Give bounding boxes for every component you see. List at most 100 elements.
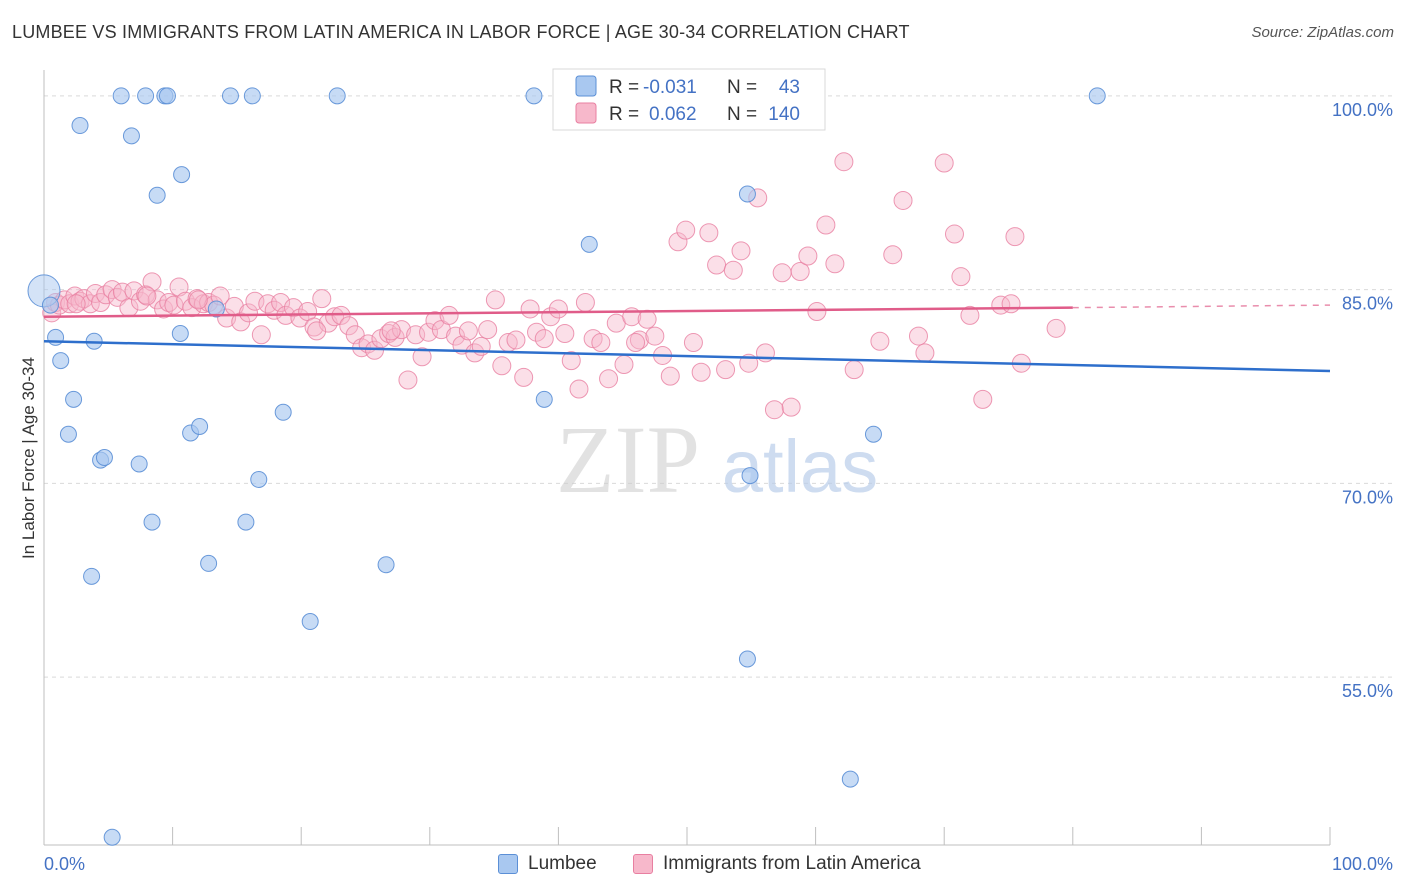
data-point-lumbee (52, 352, 70, 370)
data-point-immigrants (66, 294, 86, 314)
y-tick-label: 70.0% (1342, 487, 1393, 507)
data-point-immigrants (668, 232, 688, 252)
trend-line-lumbee (43, 340, 1331, 373)
data-point-immigrants (514, 367, 534, 387)
data-point-immigrants (548, 299, 568, 319)
watermark: ZIP atlas (556, 406, 878, 513)
data-point-immigrants (561, 351, 581, 371)
legend-item-immigrants: Immigrants from Latin America (633, 852, 921, 876)
data-point-immigrants (439, 305, 459, 325)
legend-r-value-2: 0.062 (649, 104, 697, 125)
x-tick-label: 100.0% (1332, 854, 1393, 874)
data-point-immigrants (188, 290, 208, 310)
y-tick-labels: 100.0% 85.0% 70.0% 55.0% (1332, 100, 1393, 701)
data-point-immigrants (575, 293, 595, 312)
data-point-immigrants (908, 326, 928, 346)
legend-n-value-2: 140 (768, 104, 800, 125)
data-point-immigrants (555, 324, 575, 343)
data-point-immigrants (781, 397, 801, 417)
data-point-lumbee (171, 325, 189, 342)
data-point-immigrants (645, 326, 665, 346)
data-point-immigrants (187, 289, 207, 309)
legend-swatch-immigrants (633, 854, 653, 874)
data-point-immigrants (893, 190, 913, 210)
data-point-immigrants (478, 320, 498, 340)
data-point-lumbee (47, 328, 65, 346)
trend-lines (43, 304, 1331, 373)
legend-box-frame (552, 68, 826, 131)
data-point-lumbee (841, 770, 859, 788)
x-tick-labels: 0.0% 100.0% (44, 854, 1393, 874)
data-point-immigrants (142, 272, 162, 292)
data-point-lumbee (741, 467, 759, 485)
watermark-atlas: atlas (722, 425, 878, 508)
data-point-immigrants (944, 224, 964, 244)
data-point-lumbee (864, 425, 882, 443)
data-point-lumbee (207, 300, 225, 318)
data-point-immigrants (392, 320, 412, 340)
data-point-lumbee (103, 828, 121, 846)
data-point-immigrants (934, 153, 954, 173)
data-point-lumbee (71, 117, 89, 135)
data-point-lumbee (65, 390, 83, 408)
data-point-immigrants (271, 293, 291, 312)
data-point-immigrants (731, 241, 751, 261)
data-point-lumbee (525, 87, 543, 105)
data-point-immigrants (325, 307, 345, 327)
data-point-immigrants (124, 281, 144, 301)
data-point-immigrants (798, 246, 818, 266)
data-point-lumbee (301, 613, 319, 631)
data-point-immigrants (807, 302, 827, 322)
legend-r-value-1: -0.031 (643, 77, 697, 98)
data-point-immigrants (80, 294, 100, 314)
data-point-immigrants (707, 255, 727, 275)
data-point-immigrants (458, 321, 478, 341)
data-point-immigrants (834, 152, 854, 172)
data-point-immigrants (614, 355, 634, 374)
y-axis-label: In Labor Force | Age 30-34 (19, 357, 38, 559)
data-point-immigrants (238, 303, 258, 323)
series-immigrants-points (42, 152, 1066, 420)
data-point-immigrants (960, 305, 980, 325)
legend-r-label-2: R = (609, 104, 639, 125)
data-point-lumbee (243, 87, 261, 105)
correlation-legend: R = -0.031 N = 43 R = 0.062 N = 140 (552, 68, 826, 131)
data-point-immigrants (626, 333, 646, 353)
data-point-immigrants (283, 298, 303, 318)
data-point-immigrants (251, 325, 271, 345)
data-point-immigrants (915, 343, 935, 363)
data-point-immigrants (520, 299, 540, 319)
data-point-lumbee (580, 235, 598, 253)
data-point-immigrants (790, 262, 810, 281)
data-point-lumbee (95, 449, 113, 466)
y-tick-label: 85.0% (1342, 294, 1393, 314)
data-point-immigrants (716, 360, 736, 380)
data-point-lumbee (173, 166, 191, 184)
data-point-lumbee (221, 87, 239, 105)
data-point-immigrants (870, 331, 890, 351)
data-point-immigrants (506, 330, 526, 350)
data-point-immigrants (485, 290, 505, 310)
data-point-immigrants (591, 333, 611, 353)
series-lumbee-points (27, 87, 1106, 846)
data-point-immigrants (398, 370, 418, 390)
data-point-immigrants (96, 285, 116, 305)
data-point-immigrants (772, 263, 792, 283)
data-point-immigrants (764, 400, 784, 420)
data-point-immigrants (307, 321, 327, 341)
source-label: Source: ZipAtlas.com (1251, 24, 1394, 41)
legend-pink-swatch (575, 102, 597, 124)
legend-item-lumbee: Lumbee (498, 852, 597, 876)
data-point-immigrants (599, 369, 619, 389)
legend-r-label-1: R = (609, 77, 639, 98)
data-point-immigrants (130, 291, 150, 311)
data-point-lumbee (122, 127, 140, 145)
data-point-lumbee (148, 186, 166, 204)
data-point-lumbee (738, 650, 756, 668)
legend-swatch-lumbee (498, 854, 518, 874)
trend-line-immigrants-dashed (1072, 304, 1331, 309)
data-point-immigrants (723, 260, 743, 280)
data-point-immigrants (973, 389, 993, 409)
legend-n-value-1: 43 (779, 77, 800, 98)
data-point-immigrants (534, 329, 554, 349)
